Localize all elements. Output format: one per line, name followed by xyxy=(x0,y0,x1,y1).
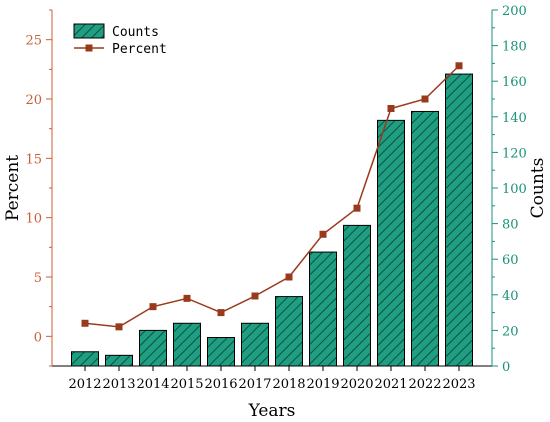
left-tick-label-5: 5 xyxy=(34,271,42,286)
left-tick-label-15: 15 xyxy=(25,152,42,167)
percent-marker-2014 xyxy=(149,303,157,311)
percent-marker-2020 xyxy=(353,204,361,212)
right-y-axis-title: Counts xyxy=(528,158,548,219)
percent-marker-2019 xyxy=(319,230,327,238)
x-tick-label-2012: 2012 xyxy=(68,377,101,392)
x-tick-label-2016: 2016 xyxy=(204,377,237,392)
bar-2017 xyxy=(241,322,269,367)
right-tick-label-60: 60 xyxy=(502,253,519,268)
bar-2014 xyxy=(139,329,167,367)
bar-2018 xyxy=(275,296,303,367)
bar-2023 xyxy=(445,73,473,367)
percent-marker-2016 xyxy=(217,309,225,317)
left-tick-label-25: 25 xyxy=(25,34,42,49)
x-axis-title: Years xyxy=(248,401,296,421)
right-tick-label-20: 20 xyxy=(502,324,519,339)
x-tick-label-2023: 2023 xyxy=(442,377,475,392)
legend-counts-swatch xyxy=(73,23,105,39)
bar-2022 xyxy=(411,110,439,367)
right-tick-label-40: 40 xyxy=(502,289,519,304)
percent-line xyxy=(84,65,460,328)
right-tick-label-120: 120 xyxy=(502,146,527,161)
bar-2020 xyxy=(343,224,371,367)
x-tick-label-2013: 2013 xyxy=(102,377,135,392)
right-tick-label-160: 160 xyxy=(502,75,527,90)
x-tick-label-2015: 2015 xyxy=(170,377,203,392)
line-layer xyxy=(81,62,463,331)
legend: Counts Percent xyxy=(73,23,167,57)
percent-marker-2017 xyxy=(251,292,259,300)
right-tick-label-80: 80 xyxy=(502,218,519,233)
bar-2012 xyxy=(71,351,99,367)
percent-marker-2012 xyxy=(81,319,89,327)
right-tick-label-200: 200 xyxy=(502,4,527,19)
percent-marker-2021 xyxy=(387,104,395,112)
legend-percent-label: Percent xyxy=(112,42,167,57)
x-tick-label-2021: 2021 xyxy=(374,377,407,392)
axes-layer: 2012 2013 2014 2015 2016 2017 2018 2019 2020 2021… xyxy=(25,4,526,392)
percent-marker-2023 xyxy=(455,62,463,70)
right-tick-label-100: 100 xyxy=(502,182,527,197)
bars-layer xyxy=(71,73,473,367)
percent-marker-2013 xyxy=(115,323,123,331)
left-tick-label-20: 20 xyxy=(25,93,42,108)
x-tick-label-2022: 2022 xyxy=(408,377,441,392)
legend-percent-marker xyxy=(85,44,93,52)
x-tick-label-2019: 2019 xyxy=(306,377,339,392)
bar-2015 xyxy=(173,322,201,367)
x-tick-label-2014: 2014 xyxy=(136,377,169,392)
percent-marker-2018 xyxy=(285,273,293,281)
percent-marker-2022 xyxy=(421,95,429,103)
x-tick-label-2020: 2020 xyxy=(340,377,373,392)
bar-2019 xyxy=(309,251,337,367)
right-tick-label-180: 180 xyxy=(502,40,527,55)
left-y-axis-title: Percent xyxy=(3,155,23,221)
left-tick-label-10: 10 xyxy=(25,212,42,227)
percent-marker-2015 xyxy=(183,294,191,302)
right-tick-label-140: 140 xyxy=(502,111,527,126)
left-tick-label-0: 0 xyxy=(34,330,42,345)
x-tick-label-2017: 2017 xyxy=(238,377,271,392)
x-tick-label-2018: 2018 xyxy=(272,377,305,392)
bar-2016 xyxy=(207,337,235,367)
bar-2013 xyxy=(105,354,133,367)
legend-counts-label: Counts xyxy=(112,25,159,40)
right-tick-label-0: 0 xyxy=(502,360,510,375)
bar-2021 xyxy=(377,119,405,367)
